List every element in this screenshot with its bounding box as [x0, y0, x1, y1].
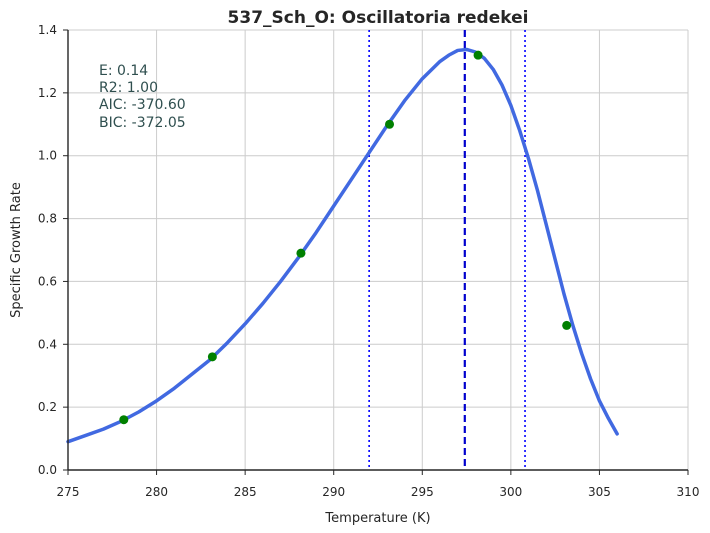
stat-aic: AIC: -370.60 — [99, 97, 186, 113]
x-tick-label: 305 — [588, 485, 611, 499]
fit-curve-group — [66, 47, 619, 444]
data-point — [562, 320, 572, 330]
stat-r2: R2: 1.00 — [99, 80, 158, 96]
x-tick-label: 310 — [677, 485, 700, 499]
x-tick-label: 290 — [322, 485, 345, 499]
x-tick-label: 280 — [145, 485, 168, 499]
stat-bic: BIC: -372.05 — [99, 115, 186, 131]
data-points-group — [119, 50, 572, 425]
y-tick-label: 0.0 — [38, 463, 57, 477]
data-point — [119, 415, 129, 425]
reference-lines — [368, 30, 526, 470]
y-tick-label: 0.2 — [38, 400, 57, 414]
y-tick-label: 0.4 — [38, 337, 57, 351]
tick-labels: 275 280 285 290 295 300 305 310 0.0 0.2 0.4 0.6 0.8 1… — [38, 23, 700, 499]
data-point — [207, 352, 217, 362]
stat-e: E: 0.14 — [99, 63, 148, 79]
fit-curve — [66, 47, 619, 444]
y-axis-label: Specific Growth Rate — [9, 182, 24, 318]
chart-title: 537_Sch_O: Oscillatoria redekei — [228, 8, 529, 28]
y-tick-label: 1.0 — [38, 149, 57, 163]
x-tick-label: 285 — [234, 485, 257, 499]
data-point — [296, 248, 306, 258]
data-point — [473, 50, 483, 60]
x-tick-label: 300 — [499, 485, 522, 499]
y-tick-label: 1.4 — [38, 23, 57, 37]
x-axis-label: Temperature (K) — [324, 511, 430, 526]
y-tick-label: 1.2 — [38, 86, 57, 100]
data-point — [385, 119, 395, 129]
x-tick-label: 295 — [411, 485, 434, 499]
fit-statistics: E: 0.14 R2: 1.00 AIC: -370.60 BIC: -372.… — [99, 63, 186, 131]
grid — [68, 29, 689, 470]
axes — [63, 29, 689, 475]
y-tick-label: 0.8 — [38, 212, 57, 226]
y-tick-label: 0.6 — [38, 274, 57, 288]
x-tick-label: 275 — [57, 485, 80, 499]
